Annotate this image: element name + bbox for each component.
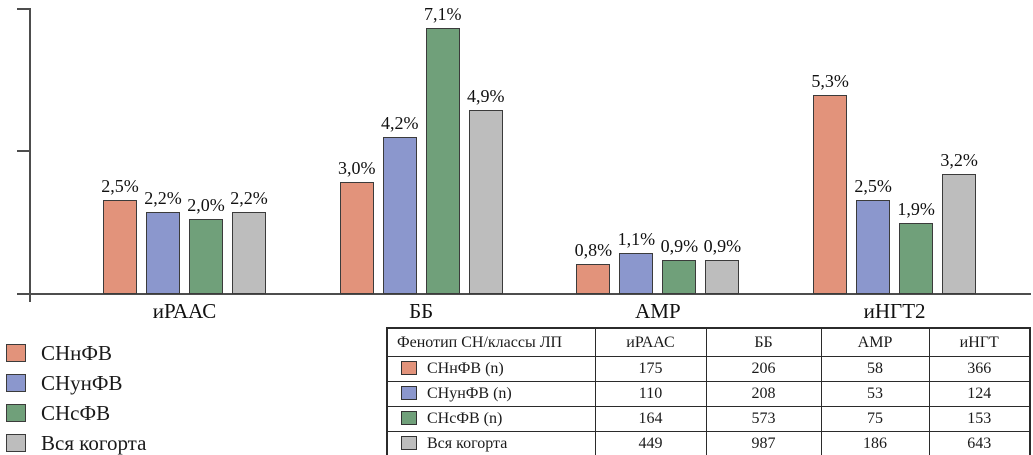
table-value-cell: 53 xyxy=(820,381,930,407)
x-axis xyxy=(17,293,1031,295)
bar-СНунФВ-иНГТ2 xyxy=(856,200,891,294)
legend-label: СНунФВ xyxy=(41,370,123,395)
bar-СНсФВ-иНГТ2 xyxy=(899,222,934,294)
table-swatch-icon xyxy=(401,436,417,450)
table-value-cell: 164 xyxy=(594,406,707,432)
category-label-иНГТ2: иНГТ2 xyxy=(863,299,926,323)
value-label-СНсФВ-АМР: 0,9% xyxy=(660,236,699,257)
table-value-cell: 366 xyxy=(928,356,1031,382)
table-header-cell-иРААС: иРААС xyxy=(594,327,707,357)
category-label-иРААС: иРААС xyxy=(152,299,217,323)
table-value-cell: 987 xyxy=(705,431,822,455)
value-label-СНсФВ-иНГТ2: 1,9% xyxy=(897,198,935,219)
table-value-cell: 75 xyxy=(820,406,930,432)
table-value-cell: 186 xyxy=(820,431,930,455)
value-label-СНунФВ-АМР: 1,1% xyxy=(617,228,656,249)
bar-СНунФВ-иРААС xyxy=(146,211,180,294)
bar-СНсФВ-ББ xyxy=(425,27,460,294)
bar-Вся когорта-ББ xyxy=(468,110,503,294)
table-value-cell: 206 xyxy=(705,356,822,382)
bar-СНунФВ-ББ xyxy=(382,136,417,294)
table-row-label: Вся когорта xyxy=(386,431,596,455)
value-label-СНнФВ-иНГТ2: 5,3% xyxy=(811,71,849,92)
bar-СНнФВ-иНГТ2 xyxy=(813,95,848,294)
value-label-СНунФВ-иНГТ2: 2,5% xyxy=(854,176,892,197)
table-row-label: СНунФВ (n) xyxy=(386,381,596,407)
table-value-cell: 110 xyxy=(594,381,707,407)
category-label-АМР: АМР xyxy=(635,299,681,323)
value-label-СНунФВ-иРААС: 2,2% xyxy=(144,187,182,208)
chart-legend: СНнФВ СНунФВ СНсФВ Вся когорта xyxy=(6,338,146,455)
value-label-Вся когорта-иНГТ2: 3,2% xyxy=(940,150,978,170)
legend-item-Вся когорта: Вся когорта xyxy=(6,428,146,455)
table-row-label: СНсФВ (n) xyxy=(386,406,596,432)
table-value-cell: 573 xyxy=(705,406,822,432)
bar-СНнФВ-АМР xyxy=(576,264,611,294)
table-swatch-icon xyxy=(401,361,417,375)
legend-swatch-icon xyxy=(6,344,26,362)
value-label-Вся когорта-иРААС: 2,2% xyxy=(230,187,268,208)
table-value-cell: 449 xyxy=(594,431,707,455)
legend-item-СНсФВ: СНсФВ xyxy=(6,398,146,428)
bar-СНсФВ-иРААС xyxy=(189,219,223,294)
table-row-СНсФВ (n): СНсФВ (n) 164 573 75 153 xyxy=(386,406,1031,432)
y-axis-tick-middle xyxy=(17,150,30,152)
table-value-cell: 58 xyxy=(820,356,930,382)
table-value-cell: 643 xyxy=(928,431,1031,455)
value-label-СНнФВ-АМР: 0,8% xyxy=(574,240,613,260)
table-row-СНунФВ (n): СНунФВ (n) 110 208 53 124 xyxy=(386,381,1031,407)
legend-label: СНсФВ xyxy=(41,400,111,425)
table-value-cell: 208 xyxy=(705,381,822,407)
table-header-cell-АМР: АМР xyxy=(820,327,930,357)
bar-СНсФВ-АМР xyxy=(662,260,697,294)
legend-swatch-icon xyxy=(6,374,26,392)
table-header-row: Фенотип СН/классы ЛП иРААС ББ АМР иНГТ xyxy=(386,327,1031,357)
table-row-СНнФВ (n): СНнФВ (n) 175 206 58 366 xyxy=(386,356,1031,382)
table-value-cell: 153 xyxy=(928,406,1031,432)
value-label-СНнФВ-иРААС: 2,5% xyxy=(101,176,139,197)
bar-СНнФВ-иРААС xyxy=(103,200,137,294)
legend-item-СНнФВ: СНнФВ xyxy=(6,338,146,368)
table-swatch-icon xyxy=(401,386,417,400)
table-value-cell: 175 xyxy=(594,356,707,382)
y-axis-tick-top xyxy=(17,8,30,10)
y-axis xyxy=(29,8,31,302)
table-row-Вся когорта: Вся когорта 449 987 186 643 xyxy=(386,431,1031,455)
bar-СНнФВ-ББ xyxy=(339,181,374,294)
bar-Вся когорта-иНГТ2 xyxy=(942,174,977,294)
value-label-Вся когорта-ББ: 4,9% xyxy=(466,86,505,107)
table-value-cell: 124 xyxy=(928,381,1031,407)
bar-Вся когорта-АМР xyxy=(705,260,740,294)
value-label-СНсФВ-ББ: 7,1% xyxy=(423,3,462,24)
value-label-СНунФВ-ББ: 4,2% xyxy=(380,112,419,133)
data-table: Фенотип СН/классы ЛП иРААС ББ АМР иНГТ СНнФВ… xyxy=(386,327,1031,455)
category-label-ББ: ББ xyxy=(409,299,434,323)
legend-item-СНунФВ: СНунФВ xyxy=(6,368,146,398)
value-label-Вся когорта-АМР: 0,9% xyxy=(703,236,742,257)
legend-swatch-icon xyxy=(6,434,26,452)
table-header-cell-Фенотип СН/классы ЛП: Фенотип СН/классы ЛП xyxy=(386,327,596,357)
value-label-СНсФВ-иРААС: 2,0% xyxy=(187,195,225,215)
legend-label: СНнФВ xyxy=(41,340,113,365)
table-swatch-icon xyxy=(401,411,417,425)
legend-label: Вся когорта xyxy=(41,430,147,455)
table-header-cell-иНГТ: иНГТ xyxy=(928,327,1031,357)
bar-chart: иРААС 2,5% 2,2% 2,0% 2,2% ББ 3,0% 4,2% 7,1% 4,9% А… xyxy=(17,3,1031,323)
legend-swatch-icon xyxy=(6,404,26,422)
bar-СНунФВ-АМР xyxy=(619,252,654,294)
bar-Вся когорта-иРААС xyxy=(232,211,266,294)
value-label-СНнФВ-ББ: 3,0% xyxy=(337,157,376,178)
table-header-cell-ББ: ББ xyxy=(705,327,822,357)
table-row-label: СНнФВ (n) xyxy=(386,356,596,382)
